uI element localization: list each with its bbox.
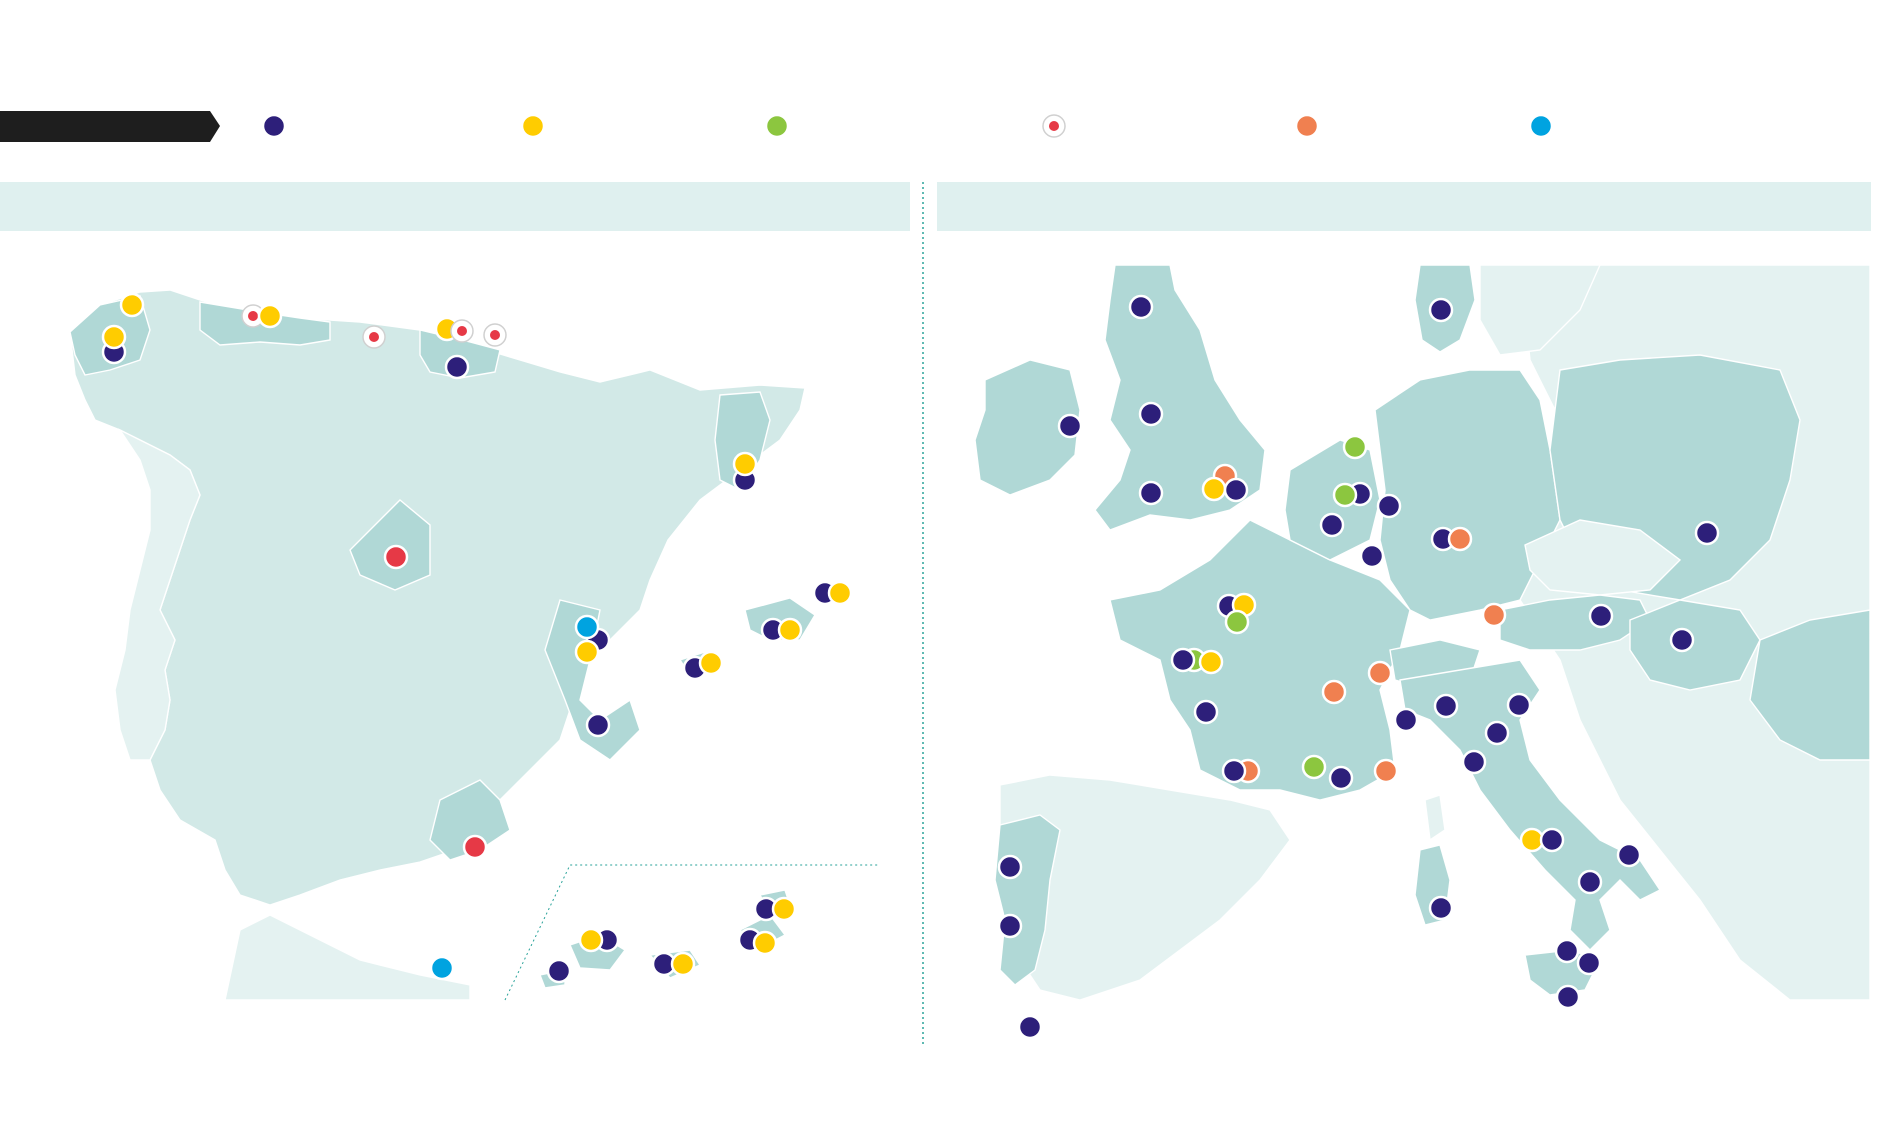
marker-purple [1221,758,1247,784]
legend [0,111,1554,142]
europe-panel-header [937,182,1871,231]
marker-red [462,834,488,860]
marker-yellow [777,617,803,643]
marker-purple [1428,895,1454,921]
marker-purple [1461,749,1487,775]
marker-yellow [771,896,797,922]
marker-purple [997,913,1023,939]
marker-green [1342,434,1368,460]
marker-orange [1367,660,1393,686]
marker-purple [1138,401,1164,427]
hungary [1629,599,1761,691]
marker-purple [1588,603,1614,629]
region-madrid [349,499,431,591]
marker-purple [1577,869,1603,895]
marker-yellow [257,303,283,329]
marker-purple [1484,720,1510,746]
spain-markers [101,292,853,984]
region-basque [419,329,501,379]
marker-green [1301,754,1327,780]
marker-yellow [1198,649,1224,675]
marker-purple [1555,984,1581,1010]
marker-purple [1170,647,1196,673]
marker-purple [1128,294,1154,320]
canary-inset-border [504,864,880,1001]
europe-markers [997,294,1720,1040]
marker-purple [1376,493,1402,519]
marker-orange [1373,758,1399,784]
spain-panel-header [0,182,910,231]
marker-yellow [101,324,127,350]
marker-purple [444,354,470,380]
marker-purple [1554,938,1580,964]
legend-blue-dot [1528,113,1554,139]
marker-blue [429,955,455,981]
marker-red [383,544,409,570]
sweden-pale [1479,264,1602,356]
ireland [974,359,1081,496]
legend-orange-dot [1294,113,1320,139]
france [1109,519,1411,801]
marker-red-small [483,323,507,347]
marker-purple [1506,692,1532,718]
marker-purple [997,854,1023,880]
marker-red-small [362,325,386,349]
marker-purple [585,712,611,738]
marker-purple [1433,693,1459,719]
germany [1374,369,1561,621]
marker-yellow [752,930,778,956]
marker-blue [574,614,600,640]
marker-purple [1328,765,1354,791]
czechia-pale [1524,519,1682,596]
marker-yellow [827,580,853,606]
marker-purple [1616,842,1642,868]
marker-yellow [574,639,600,665]
canary-islands [539,889,791,989]
marker-orange [1321,679,1347,705]
romania [1749,609,1871,761]
marker-purple [1193,699,1219,725]
great-britain [1094,264,1266,531]
marker-orange [1447,526,1473,552]
marker-purple [1428,297,1454,323]
marker-red-small [450,319,474,343]
legend-yellow-dot [520,113,546,139]
marker-orange [1481,602,1507,628]
marker-purple [1319,512,1345,538]
legend-green-dot [764,113,790,139]
marker-purple [1223,477,1249,503]
corsica [1424,794,1446,842]
region-granada [429,779,511,861]
portugal-area [114,428,201,761]
marker-yellow [732,451,758,477]
marker-yellow [119,292,145,318]
marker-purple [546,958,572,984]
marker-purple [1576,950,1602,976]
marker-purple [1359,543,1385,569]
legend-purple-dot [261,113,287,139]
marker-purple [1669,627,1695,653]
marker-purple [1539,827,1565,853]
marker-yellow [1519,827,1545,853]
marker-yellow [698,650,724,676]
marker-purple [1017,1014,1043,1040]
spain-map [69,289,880,1001]
marker-purple [1694,520,1720,546]
marker-red-small [241,304,265,328]
marker-yellow [578,927,604,953]
legend-red-small-dot [1042,114,1066,138]
marker-purple [1138,480,1164,506]
marker-green [1224,609,1250,635]
north-africa-sliver [224,914,471,1001]
legend-title-bar [0,111,220,142]
marker-purple [1057,413,1083,439]
marker-purple [1393,707,1419,733]
marker-yellow [670,951,696,977]
marker-yellow [1201,476,1227,502]
europe-map [974,264,1871,1037]
marker-green [1332,482,1358,508]
